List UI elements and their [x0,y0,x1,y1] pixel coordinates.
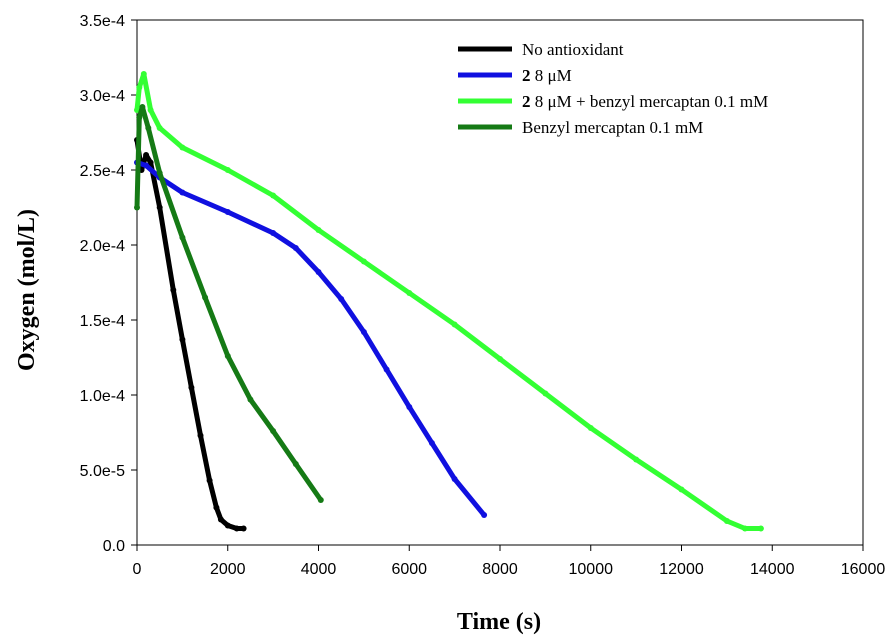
data-point [179,336,186,343]
x-tick-label: 2000 [210,561,246,578]
y-tick-label: 3.5e-4 [80,13,125,30]
legend-entry-2: 2 8 μM [522,66,572,85]
x-tick-label: 8000 [482,561,518,578]
data-point [451,321,458,328]
data-point [315,269,322,275]
data-point [247,396,254,403]
x-axis-title: Time (s) [457,609,541,635]
data-point [224,522,231,529]
data-point [224,209,231,215]
series-layer [134,71,764,532]
data-point [136,114,143,121]
legend-label: 8 μM + benzyl mercaptan 0.1 mM [535,92,769,111]
data-point [140,71,147,77]
data-point [206,477,213,484]
legend-label: 8 μM [535,66,572,85]
data-point [143,152,150,158]
series-line-2 [134,160,487,518]
x-tick-label: 4000 [301,561,337,578]
data-point [270,428,277,434]
legend-label: Benzyl mercaptan 0.1 mM [522,118,703,137]
legend-entry-4: Benzyl mercaptan 0.1 mM [522,118,703,137]
data-point [143,162,150,169]
data-point [292,461,299,467]
data-point [406,404,413,410]
series-line-4 [134,104,324,503]
data-point [224,167,231,173]
data-point [156,204,163,211]
series-line-3 [134,71,764,531]
data-point [481,512,488,518]
data-point [360,258,367,265]
y-axis-ticks: 0.0 5.0e-5 1.0e-4 1.5e-4 2.0e-4 2.5e-4 3.0e-4 3… [80,13,137,555]
data-point [179,189,186,196]
y-tick-label: 1.5e-4 [80,313,125,330]
data-point [315,227,322,233]
data-point [217,516,224,523]
data-point [197,432,204,439]
x-tick-label: 6000 [391,561,427,578]
data-point [156,170,163,176]
y-tick-label: 2.5e-4 [80,163,125,180]
y-axis-title: Oxygen (mol/L) [14,209,40,371]
legend-compound-number: 2 [522,92,535,111]
data-point [240,525,247,532]
data-point [360,329,367,335]
data-point [317,497,324,503]
legend-label: No antioxidant [522,40,624,59]
data-point [147,159,154,166]
data-point [136,84,143,91]
x-tick-label: 10000 [569,561,614,578]
data-point [270,230,277,236]
data-point [170,287,177,293]
data-point [292,245,299,251]
data-point [156,125,163,131]
data-point [213,504,220,511]
data-point [139,104,146,110]
data-point [270,192,277,199]
data-point [497,356,503,362]
data-point [145,125,152,131]
data-point [134,204,140,211]
data-point [338,296,345,302]
legend-compound-number: 2 [522,66,535,85]
data-point [224,353,231,359]
x-tick-label: 14000 [750,561,795,578]
legend-entry-1: No antioxidant [522,40,624,59]
data-point [451,476,458,482]
data-point [742,525,748,532]
y-tick-label: 3.0e-4 [80,88,125,105]
data-point [233,525,240,532]
y-tick-label: 2.0e-4 [80,238,125,255]
data-point [587,425,594,431]
data-point [188,384,195,391]
x-tick-label: 12000 [659,561,704,578]
data-point [633,456,640,463]
data-point [147,107,154,113]
data-point [179,144,186,151]
data-point [383,366,390,373]
data-point [406,290,413,296]
legend-entry-3: 2 8 μM + benzyl mercaptan 0.1 mM [522,92,768,111]
x-axis-ticks: 0 2000 4000 6000 8000 10000 12000 14000 16000 [133,545,886,578]
x-tick-label: 16000 [841,561,886,578]
data-point [202,294,209,301]
y-tick-label: 5.0e-5 [80,463,125,480]
y-tick-label: 1.0e-4 [80,388,125,405]
data-point [179,234,186,241]
data-point [428,440,435,446]
data-point [678,486,685,493]
x-tick-label: 0 [133,561,142,578]
data-point [542,390,549,397]
data-point [723,518,730,524]
y-tick-label: 0.0 [103,538,125,555]
data-point [757,525,764,532]
